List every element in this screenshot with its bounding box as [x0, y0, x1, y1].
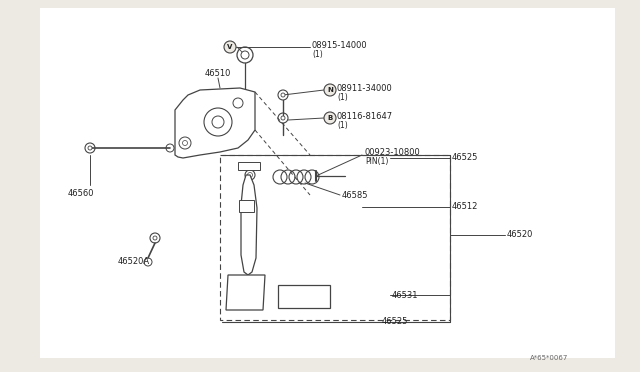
Text: PIN(1): PIN(1)	[365, 157, 388, 166]
Text: 08911-34000: 08911-34000	[337, 83, 393, 93]
Text: 46525: 46525	[452, 153, 478, 161]
Bar	[238, 162, 260, 170]
Text: (1): (1)	[337, 121, 348, 129]
Text: A*65*0067: A*65*0067	[530, 355, 568, 361]
Text: 46531: 46531	[392, 291, 419, 299]
Text: (1): (1)	[312, 49, 323, 58]
Circle shape	[324, 84, 336, 96]
Text: 46560: 46560	[68, 189, 95, 198]
Circle shape	[182, 141, 188, 145]
Circle shape	[88, 146, 92, 150]
Polygon shape	[278, 285, 330, 308]
Circle shape	[224, 41, 236, 53]
Text: 46510: 46510	[205, 68, 231, 77]
Text: 00923-10800: 00923-10800	[365, 148, 420, 157]
Polygon shape	[226, 275, 265, 310]
Circle shape	[281, 93, 285, 97]
Text: (1): (1)	[337, 93, 348, 102]
Text: 46585: 46585	[342, 190, 369, 199]
Circle shape	[153, 236, 157, 240]
Text: 46520A: 46520A	[118, 257, 150, 266]
Text: 46512: 46512	[452, 202, 478, 211]
Text: N: N	[327, 87, 333, 93]
Text: 46520: 46520	[507, 230, 533, 238]
Text: B: B	[328, 115, 333, 121]
Circle shape	[281, 116, 285, 120]
Polygon shape	[241, 175, 257, 275]
Polygon shape	[175, 88, 255, 158]
Circle shape	[241, 51, 249, 59]
Text: 46525: 46525	[382, 317, 408, 327]
Circle shape	[324, 112, 336, 124]
Circle shape	[240, 208, 244, 212]
Text: 08915-14000: 08915-14000	[312, 41, 367, 49]
Bar	[239, 200, 254, 212]
Circle shape	[248, 173, 253, 177]
Bar	[220, 155, 450, 320]
Text: 08116-81647: 08116-81647	[337, 112, 393, 121]
Text: V: V	[227, 44, 233, 50]
Bar	[40, 8, 615, 358]
